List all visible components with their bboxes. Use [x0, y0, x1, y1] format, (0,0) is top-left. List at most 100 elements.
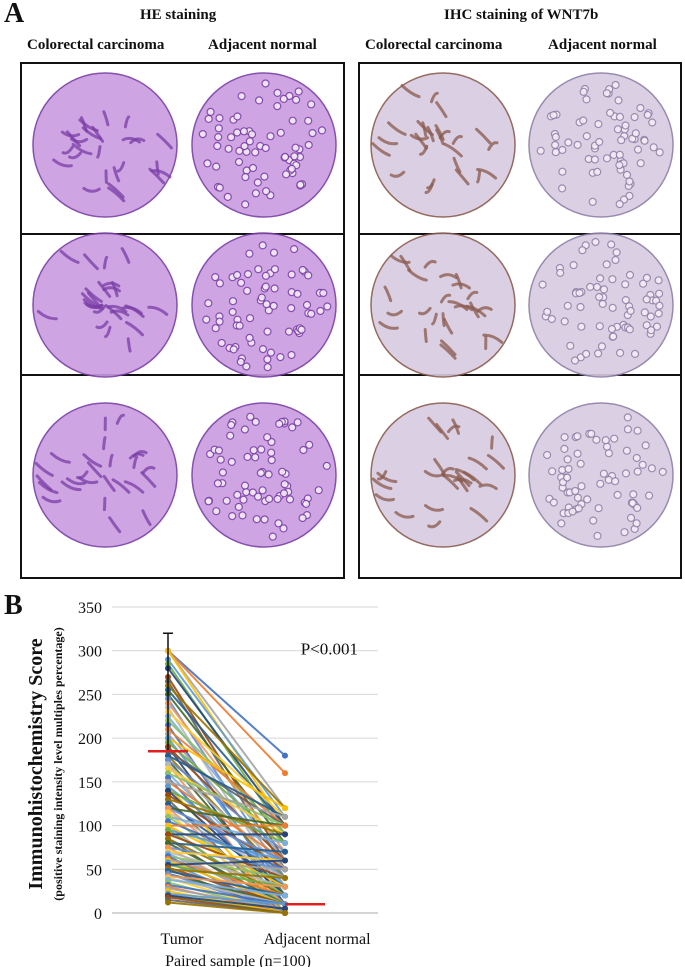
pair-line [167, 894, 286, 910]
pair-line [167, 878, 286, 897]
he-row-divider-2 [22, 374, 343, 376]
data-point [165, 796, 171, 803]
data-point [282, 848, 288, 855]
pair-line [167, 855, 286, 880]
pair-line [167, 901, 286, 914]
pair-line [167, 884, 286, 906]
pair-line [167, 846, 286, 871]
data-point [165, 774, 171, 781]
x-axis-title: Paired sample (n=100) [165, 953, 311, 967]
tissue-core-image [370, 402, 516, 548]
tissue-core-image [191, 402, 337, 548]
x-category-label: Tumor [161, 931, 205, 948]
tissue-core-image [528, 72, 674, 218]
data-point [165, 835, 171, 842]
pair-line [167, 754, 286, 818]
data-point [165, 826, 171, 833]
data-point [165, 778, 171, 785]
pair-line [167, 650, 286, 774]
data-point [282, 905, 288, 912]
tissue-core-image [528, 402, 674, 548]
pair-line [167, 650, 286, 809]
data-point [165, 822, 171, 829]
pair-line [167, 850, 286, 888]
data-point [165, 787, 171, 794]
data-point [165, 831, 171, 838]
pair-line [167, 807, 286, 827]
pair-line [167, 850, 286, 862]
paired-ihc-score-chart: 0 50 100 150 200 250 300 350 Tumor Adjacent norma… [25, 600, 378, 967]
tissue-core-image [32, 232, 178, 378]
pair-line [167, 750, 286, 827]
y-tick-label: 300 [78, 644, 102, 661]
data-point [165, 800, 171, 807]
y-axis-subtitle: (positive staining intensity level multi… [51, 627, 65, 900]
pair-line [167, 863, 286, 888]
pair-line [167, 693, 286, 844]
pair-line [167, 689, 286, 827]
he-col-tumor-label: Colorectal carcinoma [27, 37, 165, 53]
data-point [165, 757, 171, 763]
he-col-normal-label: Adjacent normal [208, 37, 317, 53]
data-point [282, 892, 288, 899]
tissue-core-image [528, 232, 674, 378]
pair-line [167, 684, 286, 809]
pair-line [167, 711, 286, 818]
pair-line [167, 781, 286, 862]
ihc-row-divider-2 [360, 374, 680, 376]
data-point [165, 752, 171, 759]
ihc-staining-title: IHC staining of WNT7b [444, 7, 599, 23]
pair-line [167, 658, 286, 818]
y-tick-label: 350 [78, 600, 102, 617]
p-value-annotation: P<0.001 [301, 640, 358, 659]
data-point [282, 752, 288, 759]
data-point [165, 761, 171, 768]
tissue-core-image [32, 402, 178, 548]
pair-line [167, 815, 286, 845]
pair-line [167, 737, 286, 809]
data-point [165, 791, 171, 798]
pair-line [167, 859, 286, 871]
data-point [282, 840, 288, 847]
ihc-row-divider-1 [360, 233, 680, 235]
pair-line [167, 868, 286, 880]
pair-line [167, 859, 286, 866]
tissue-core-image [370, 232, 516, 378]
y-tick-label: 0 [94, 906, 102, 923]
pair-line [167, 728, 286, 827]
data-point [165, 813, 171, 820]
data-point [165, 899, 171, 906]
pair-line [167, 649, 286, 757]
pair-line [167, 842, 286, 853]
pair-line [167, 759, 286, 853]
data-point [165, 783, 171, 790]
ihc-col-normal-label: Adjacent normal [548, 37, 657, 53]
data-point [165, 770, 171, 777]
data-point [282, 875, 288, 882]
data-point [165, 818, 171, 825]
y-tick-label: 200 [78, 731, 102, 748]
y-tick-label: 150 [78, 775, 102, 792]
data-point [282, 910, 288, 916]
y-tick-label: 100 [78, 819, 102, 836]
data-point [282, 770, 288, 777]
he-row-divider-1 [22, 233, 343, 235]
data-point [165, 840, 171, 847]
pair-line [167, 780, 286, 818]
y-tick-label: 50 [86, 862, 102, 879]
data-point [282, 813, 288, 820]
panel-b-letter: B [4, 590, 23, 621]
y-axis-title: Immunohistochemistry Score [25, 638, 47, 889]
data-point [165, 765, 171, 772]
he-staining-title: HE staining [140, 7, 217, 23]
data-point [165, 844, 171, 851]
ihc-col-tumor-label: Colorectal carcinoma [365, 37, 503, 53]
tissue-core-image [191, 72, 337, 218]
data-point [282, 805, 288, 812]
pair-line [167, 794, 286, 871]
pair-line [167, 875, 286, 888]
pair-line [167, 870, 286, 897]
data-point [282, 883, 288, 890]
data-point [282, 866, 288, 873]
pair-line [167, 892, 286, 906]
